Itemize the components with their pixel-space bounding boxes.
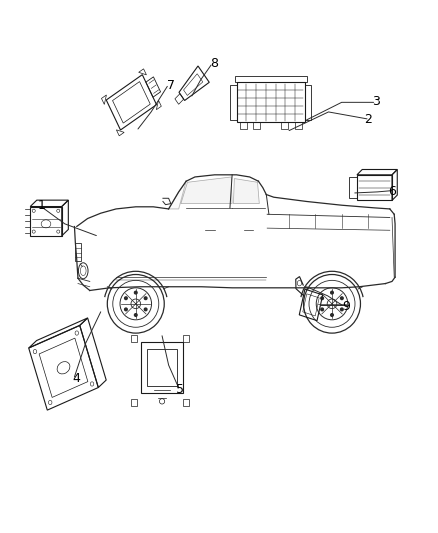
Text: 2: 2	[364, 114, 372, 126]
Bar	[240, 122, 247, 128]
Bar	[234, 76, 307, 82]
Text: 1: 1	[38, 199, 46, 212]
Ellipse shape	[331, 313, 333, 317]
Polygon shape	[181, 177, 232, 204]
Text: 4: 4	[73, 372, 81, 385]
Polygon shape	[233, 179, 259, 204]
Ellipse shape	[134, 291, 137, 294]
Ellipse shape	[341, 308, 343, 311]
Bar	[141, 342, 183, 393]
Ellipse shape	[145, 297, 147, 300]
Ellipse shape	[124, 297, 127, 300]
Bar	[131, 335, 137, 342]
Bar	[281, 122, 288, 128]
Ellipse shape	[134, 313, 137, 317]
Ellipse shape	[124, 308, 127, 311]
Bar	[131, 399, 137, 406]
Text: 8: 8	[211, 58, 219, 70]
Text: 7: 7	[167, 79, 175, 92]
Ellipse shape	[321, 308, 323, 311]
Bar	[253, 122, 260, 128]
Bar	[294, 122, 301, 128]
Ellipse shape	[341, 297, 343, 300]
Text: 9: 9	[342, 300, 350, 313]
Text: 3: 3	[372, 95, 380, 108]
Bar	[147, 349, 177, 386]
Ellipse shape	[331, 291, 333, 294]
Bar	[349, 177, 357, 198]
Ellipse shape	[321, 297, 323, 300]
Bar	[357, 175, 392, 200]
Bar	[183, 399, 189, 406]
Ellipse shape	[145, 308, 147, 311]
Polygon shape	[169, 181, 186, 209]
Text: 5: 5	[176, 383, 184, 395]
Bar	[183, 335, 189, 342]
Bar	[237, 82, 305, 122]
Text: 6: 6	[388, 185, 396, 198]
